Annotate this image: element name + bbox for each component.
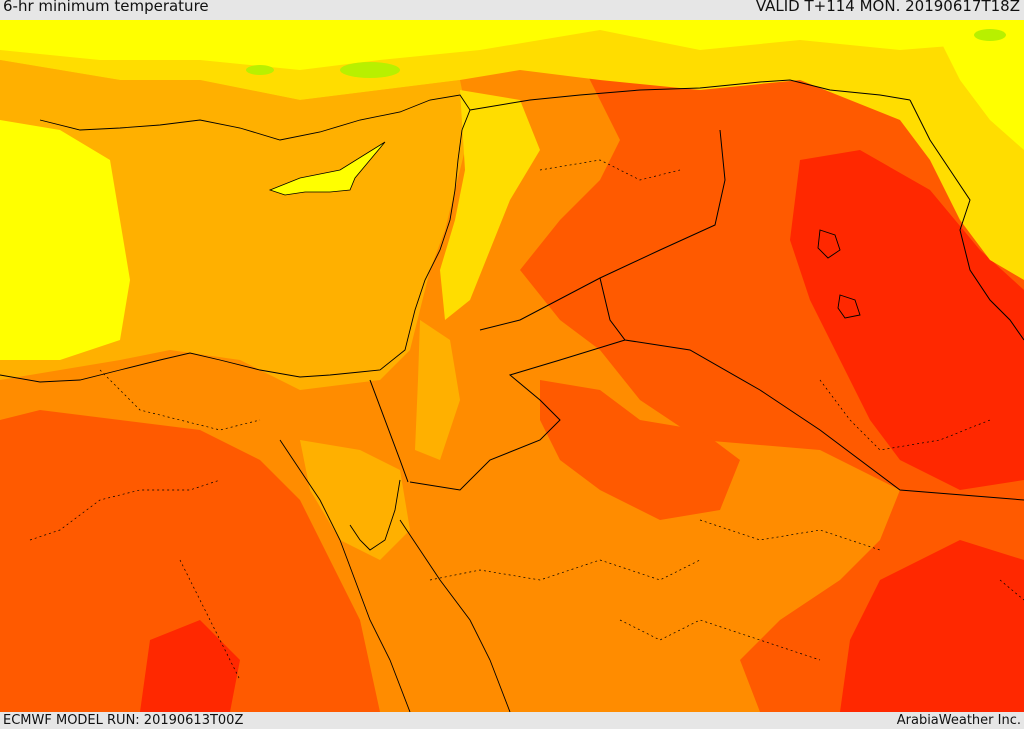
yellow-northeast-corner xyxy=(930,20,1024,150)
red-sea-coast-east xyxy=(349,479,401,551)
province-borders xyxy=(29,159,1024,681)
valid-time: VALID T+114 MON. 20190617T18Z xyxy=(755,0,1020,15)
iraq-iran-border xyxy=(909,99,1024,341)
red-sea-coast-west xyxy=(279,439,411,712)
turkey-syria-border xyxy=(469,79,911,111)
green-patch-1 xyxy=(340,62,400,78)
jordan-iraq-border xyxy=(599,277,1024,501)
turkey-coast xyxy=(39,94,471,141)
light-orange-sinai xyxy=(300,440,410,560)
yellow-north-strip xyxy=(0,20,1024,70)
red-region-iraq xyxy=(790,150,1024,490)
yellow-levant-coast xyxy=(440,90,540,320)
model-run: ECMWF MODEL RUN: 20190613T00Z xyxy=(3,713,244,728)
lake-1 xyxy=(817,229,841,259)
dark-orange-region-egypt xyxy=(0,410,380,712)
header-bar: 6-hr minimum temperature VALID T+114 MON… xyxy=(0,0,1024,20)
lake-2 xyxy=(837,294,861,319)
credit: ArabiaWeather Inc. xyxy=(896,713,1021,728)
green-patch-3 xyxy=(974,29,1006,41)
dark-orange-region-jordan xyxy=(540,380,740,520)
yellow-west-sea xyxy=(0,120,130,360)
arabia-coast xyxy=(399,519,511,712)
temperature-map xyxy=(0,20,1024,712)
cyprus-island xyxy=(268,141,386,196)
levant-coast xyxy=(0,129,463,383)
map-title: 6-hr minimum temperature xyxy=(3,0,209,15)
footer-bar: ECMWF MODEL RUN: 20190613T00Z ArabiaWeat… xyxy=(0,712,1024,729)
egypt-israel-border xyxy=(369,379,409,483)
coastlines xyxy=(0,94,861,712)
red-region-sw xyxy=(140,620,240,712)
country-borders xyxy=(369,79,1024,501)
syria-iraq-border xyxy=(479,129,726,331)
green-patch-2 xyxy=(246,65,274,75)
jordan-saudi-border xyxy=(409,339,626,491)
light-orange-jordan-valley xyxy=(415,320,460,460)
red-region-south xyxy=(840,540,1024,712)
